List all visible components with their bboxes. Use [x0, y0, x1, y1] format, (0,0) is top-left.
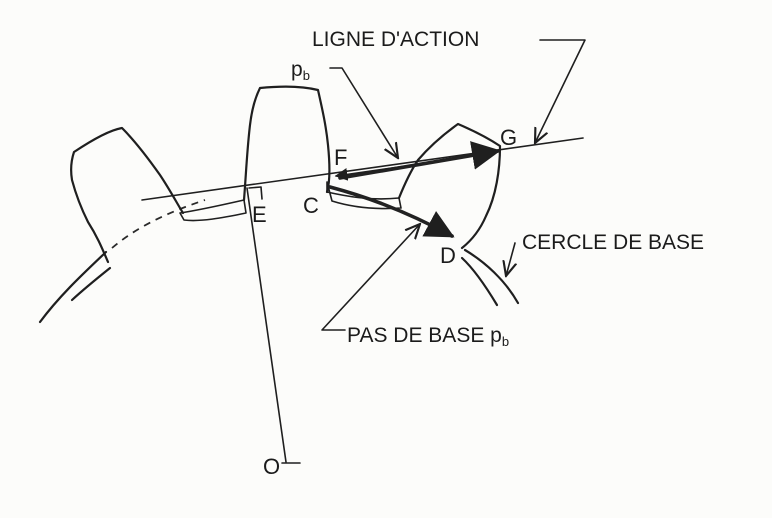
- leader-base-circle: [506, 242, 515, 276]
- base-pitch-arc-CD: [328, 185, 455, 238]
- gear-tooth-middle: [242, 85, 331, 202]
- gear-tooth-right: [397, 122, 502, 250]
- line-of-action: [141, 137, 584, 201]
- root-land-right: [326, 181, 402, 210]
- radius-line-OE: [246, 187, 287, 463]
- base-circle-right-arc: [463, 248, 520, 305]
- label-base-pitch: PAS DE BASE pb: [347, 324, 509, 349]
- base-circle-mid-arc: [111, 199, 206, 249]
- label-base-circle: CERCLE DE BASE: [522, 231, 704, 254]
- label-line-of-action: LIGNE D'ACTION: [312, 28, 479, 51]
- root-land-left: [179, 199, 247, 222]
- base-circle-outer-arc: [38, 250, 108, 324]
- label-pitch-top: pb: [291, 58, 310, 83]
- leader-line-of-action: [535, 39, 586, 143]
- root-curve-right: [460, 256, 499, 307]
- label-base-pitch-sub: b: [502, 334, 509, 349]
- point-E: E: [252, 202, 267, 227]
- label-pitch-top-sub: b: [303, 68, 310, 83]
- label-base-pitch-text: PAS DE BASE p: [347, 324, 502, 347]
- point-G: G: [500, 125, 517, 150]
- point-F: F: [334, 145, 347, 170]
- gear-tooth-left: [70, 126, 185, 264]
- right-angle-marker-E: [248, 186, 263, 200]
- point-D: D: [440, 243, 456, 268]
- base-circle-inner-arc: [70, 266, 112, 302]
- leader-pitch-top: [329, 67, 398, 158]
- normal-pitch-arrow-GF: [334, 163, 421, 181]
- leader-base-pitch: [321, 224, 420, 331]
- label-pitch-top-p: p: [291, 58, 303, 81]
- point-C: C: [303, 193, 319, 218]
- point-O: O: [263, 454, 280, 479]
